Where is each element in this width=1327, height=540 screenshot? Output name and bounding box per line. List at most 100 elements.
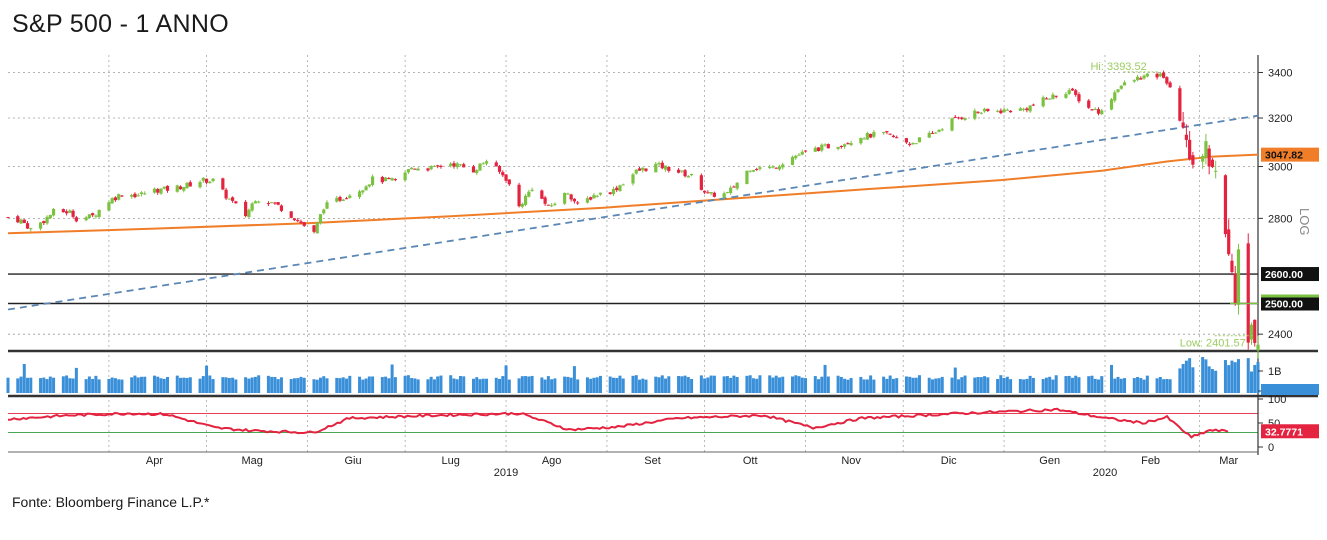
volume-bar	[1253, 364, 1257, 393]
volume-bar	[1256, 361, 1260, 393]
volume-bar	[1204, 359, 1208, 393]
volume-bar	[1041, 379, 1045, 393]
volume-bar	[113, 378, 117, 393]
volume-bar	[29, 377, 33, 393]
horizontal-levels	[8, 273, 1258, 305]
candle-body	[826, 144, 830, 149]
volume-bar	[1009, 379, 1013, 393]
candle-body	[94, 215, 98, 217]
volume-bar	[361, 379, 365, 393]
x-tick-label: Apr	[146, 455, 163, 467]
candle-body	[296, 220, 300, 222]
price-tick-label: 3400	[1268, 67, 1292, 79]
volume-bar	[983, 376, 987, 393]
volume-bar	[895, 378, 899, 393]
volume-bar	[517, 378, 521, 393]
chart-title: S&P 500 - 1 ANNO	[12, 10, 229, 38]
volume-bar	[481, 378, 485, 393]
volume-bar	[758, 375, 762, 393]
volume-bar	[706, 377, 710, 393]
volume-bar	[120, 379, 124, 393]
candle-body	[865, 132, 869, 140]
candle-body	[527, 191, 531, 197]
volume-bar	[973, 377, 977, 393]
volume-bar	[87, 376, 91, 393]
candle-body	[1132, 80, 1136, 82]
volume-bar	[139, 376, 143, 393]
volume-bar	[1064, 376, 1068, 393]
candle-body	[279, 205, 284, 211]
volume-bar	[592, 377, 596, 393]
candle-body	[165, 185, 170, 191]
candle-body	[61, 209, 65, 213]
candle-body	[1009, 110, 1013, 113]
volume-bar	[406, 375, 410, 393]
candle-body	[273, 202, 277, 204]
volume-bar	[211, 379, 215, 393]
candle-body	[940, 129, 944, 131]
volume-bar	[266, 375, 270, 393]
volume-bar	[937, 378, 941, 393]
volume-bar	[634, 375, 638, 393]
volume-bar	[813, 376, 817, 393]
volume-bar	[439, 375, 443, 393]
volume-bar	[680, 376, 684, 393]
candle-body	[774, 167, 778, 169]
candle-body	[68, 210, 72, 213]
candle-body	[1204, 141, 1208, 158]
x-tick-label: Dic	[941, 455, 957, 467]
candle-body	[1246, 243, 1250, 343]
x-tick-label: Lug	[442, 455, 460, 467]
volume-bar	[839, 376, 843, 393]
candle-body	[257, 201, 261, 203]
candle-body	[1022, 108, 1026, 110]
volume-bar	[348, 375, 352, 393]
candle-body	[91, 213, 95, 216]
candle-body	[790, 156, 795, 165]
volume-bar	[74, 367, 78, 393]
candle-body	[410, 167, 414, 170]
volume-bar	[471, 378, 475, 393]
volume-bar	[371, 376, 375, 393]
volume-bar	[950, 377, 954, 393]
candle-body	[621, 184, 625, 186]
volume-bar	[1207, 366, 1211, 393]
candle-body	[1064, 94, 1068, 98]
volume-bar	[1031, 377, 1035, 393]
candle-body	[745, 170, 749, 184]
candle-body	[794, 155, 798, 159]
candle-body	[872, 132, 876, 137]
candle-body	[1223, 175, 1228, 235]
volume-bar	[1096, 379, 1100, 393]
candle-body	[530, 189, 534, 191]
candle-body	[771, 166, 775, 168]
candle-body	[755, 169, 759, 171]
volume-bar	[279, 377, 283, 393]
volume-bar	[52, 377, 56, 393]
y-axis-label: LOG	[1297, 208, 1312, 235]
candle-body	[455, 163, 459, 168]
volume-bar	[364, 378, 368, 393]
volume-bar	[1090, 375, 1094, 393]
volume-bar	[296, 378, 300, 393]
volume-bar	[387, 378, 391, 393]
candle-body	[566, 193, 570, 195]
volume-bar	[1005, 376, 1009, 393]
volume-bar	[273, 376, 277, 393]
candle-body	[462, 164, 466, 168]
candle-body	[563, 192, 567, 204]
candle-body	[758, 167, 762, 169]
volume-bar	[61, 376, 65, 393]
volume-bar	[299, 376, 303, 393]
candle-body	[589, 197, 593, 200]
volume-bar	[986, 377, 990, 393]
candle-body	[703, 190, 707, 193]
volume-bar	[1110, 364, 1114, 393]
candle-body	[344, 198, 349, 200]
volume-bar	[553, 378, 557, 393]
candle-body	[74, 217, 78, 222]
candle-body	[475, 170, 479, 174]
ma-price-tag: 3047.82	[1265, 150, 1303, 162]
volume-bar	[1093, 378, 1097, 393]
candle-body	[276, 202, 280, 205]
